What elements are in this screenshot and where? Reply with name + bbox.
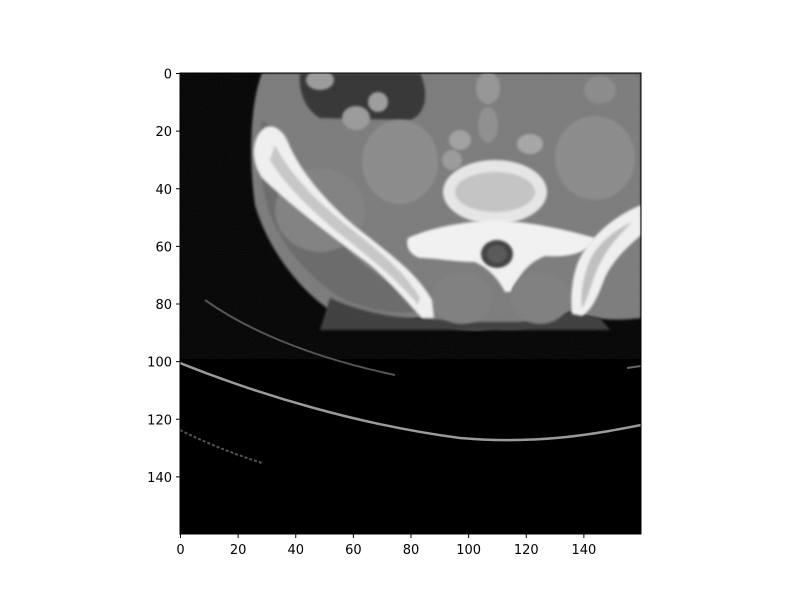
y-tick-label: 140 bbox=[147, 471, 172, 486]
ct-table-arc bbox=[204, 299, 396, 376]
x-tick-label: 0 bbox=[176, 543, 184, 558]
y-tick-label: 80 bbox=[155, 298, 172, 313]
x-tick-label: 40 bbox=[287, 543, 304, 558]
image-noise bbox=[180, 73, 641, 333]
x-tick-label: 100 bbox=[456, 543, 481, 558]
y-axis: 0 20 40 60 80 100 120 140 bbox=[147, 68, 180, 486]
y-tick-label: 40 bbox=[155, 183, 172, 198]
ct-table-arc bbox=[626, 365, 641, 369]
x-tick-label: 140 bbox=[571, 543, 596, 558]
ct-table-arc bbox=[180, 361, 641, 442]
y-tick-label: 100 bbox=[147, 356, 172, 371]
ct-table-arc bbox=[180, 429, 263, 464]
ct-image bbox=[180, 73, 641, 534]
y-tick-label: 20 bbox=[155, 125, 172, 140]
y-tick-label: 120 bbox=[147, 413, 172, 428]
x-tick-label: 120 bbox=[514, 543, 539, 558]
x-tick-label: 20 bbox=[230, 543, 247, 558]
y-tick-label: 0 bbox=[164, 68, 172, 83]
y-tick-label: 60 bbox=[155, 240, 172, 255]
x-tick-label: 60 bbox=[345, 543, 362, 558]
x-axis: 0 20 40 60 80 100 120 140 bbox=[176, 534, 596, 558]
x-tick-label: 80 bbox=[403, 543, 420, 558]
